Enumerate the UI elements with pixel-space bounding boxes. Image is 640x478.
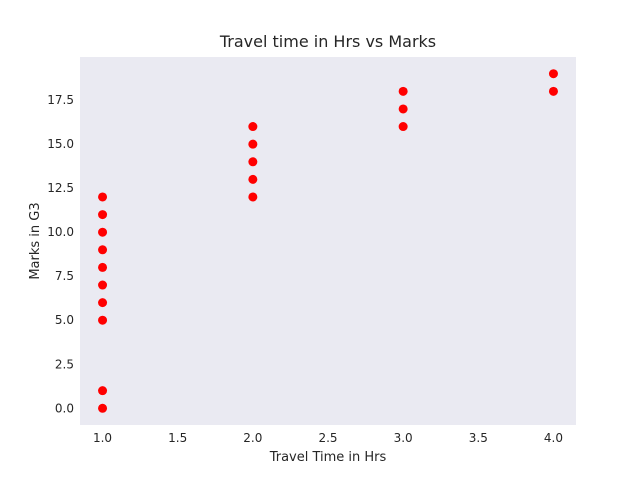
data-point xyxy=(98,298,108,308)
y-tick-label: 7.5 xyxy=(55,269,74,283)
data-point xyxy=(398,86,408,96)
y-tick-label: 2.5 xyxy=(55,357,74,371)
plot-area xyxy=(80,57,576,425)
x-tick-label: 1.5 xyxy=(168,431,187,445)
data-point xyxy=(548,86,558,96)
data-point xyxy=(98,210,108,220)
data-point xyxy=(98,262,108,272)
y-axis-label: Marks in G3 xyxy=(28,202,43,279)
data-point xyxy=(98,192,108,202)
data-point xyxy=(248,192,258,202)
y-tick-label: 15.0 xyxy=(47,137,74,151)
y-tick-label: 17.5 xyxy=(47,93,74,107)
data-point xyxy=(398,122,408,132)
data-point xyxy=(248,139,258,149)
data-point xyxy=(548,69,558,79)
x-tick-label: 1.0 xyxy=(93,431,112,445)
y-tick-label: 10.0 xyxy=(47,225,74,239)
data-point xyxy=(248,122,258,132)
chart-title: Travel time in Hrs vs Marks xyxy=(219,32,436,51)
data-point xyxy=(98,315,108,325)
points-layer xyxy=(98,69,558,413)
x-tick-label: 4.0 xyxy=(544,431,563,445)
data-point xyxy=(248,174,258,184)
data-point xyxy=(98,403,108,413)
x-tick-label: 3.0 xyxy=(394,431,413,445)
x-tick-label: 2.0 xyxy=(243,431,262,445)
x-tick-labels: 1.0 1.5 2.0 2.5 3.0 3.5 4.0 xyxy=(93,431,563,445)
y-tick-label: 12.5 xyxy=(47,181,74,195)
data-point xyxy=(248,157,258,167)
data-point xyxy=(98,227,108,237)
data-point xyxy=(98,280,108,290)
x-axis-label: Travel Time in Hrs xyxy=(269,450,387,465)
data-point xyxy=(98,386,108,396)
data-point xyxy=(398,104,408,114)
x-tick-label: 3.5 xyxy=(469,431,488,445)
x-tick-label: 2.5 xyxy=(318,431,337,445)
y-tick-label: 0.0 xyxy=(55,401,74,415)
data-point xyxy=(98,245,108,255)
y-tick-labels: 0.0 2.5 5.0 7.5 10.0 12.5 15.0 17.5 xyxy=(47,93,74,415)
y-tick-label: 5.0 xyxy=(55,313,74,327)
